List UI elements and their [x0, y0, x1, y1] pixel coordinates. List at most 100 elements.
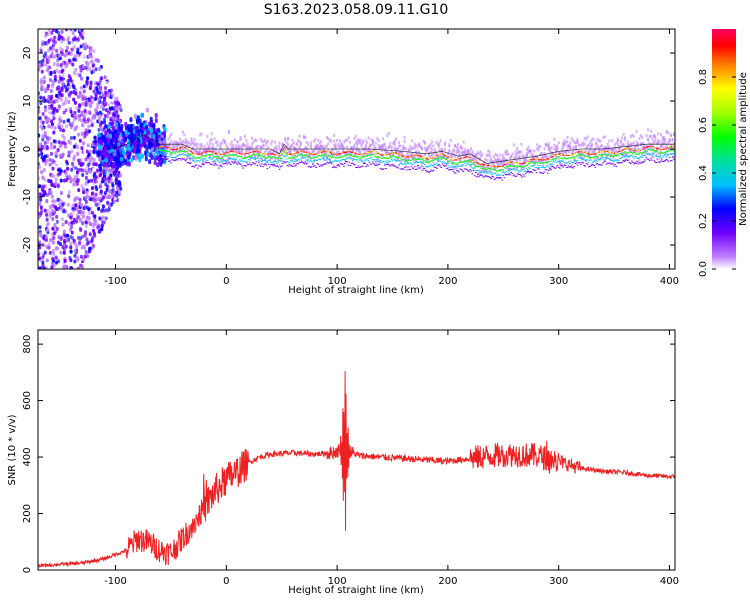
spectrogram-cell	[655, 153, 658, 157]
spectrogram-cell	[390, 154, 393, 158]
spectrogram-cell	[625, 145, 628, 149]
spectrogram-cell	[284, 138, 287, 142]
spectrogram-cell	[171, 157, 173, 159]
spectrogram-cell	[603, 135, 606, 139]
spectrogram-cell	[61, 152, 65, 157]
spectrogram-cell	[582, 143, 585, 147]
spectrogram-cell	[60, 86, 64, 91]
spectrogram-cell	[523, 175, 526, 177]
spectrogram-cell	[285, 147, 288, 151]
spectrogram-cell	[556, 146, 559, 150]
spectrogram-cell	[279, 148, 282, 152]
spectrogram-cell	[76, 47, 80, 52]
spectrogram-cell	[189, 142, 192, 146]
spectrogram-cell	[538, 167, 540, 169]
spectrogram-cell	[565, 163, 568, 165]
spectrogram-cell	[553, 143, 556, 147]
spectrogram-cell	[519, 165, 521, 167]
spectrogram-cell	[453, 165, 456, 167]
spectrogram-cell	[222, 138, 225, 142]
spectrogram-cell	[564, 158, 567, 160]
spectrogram-cell	[483, 172, 486, 174]
spectrogram-cell	[163, 150, 166, 152]
spectrogram-cell	[204, 148, 207, 152]
spectrogram-cell	[202, 152, 205, 156]
spectrogram-cell	[406, 169, 408, 171]
spectrogram-cell	[584, 159, 587, 161]
spectrogram-cell	[310, 166, 313, 168]
spectrogram-cell	[73, 154, 77, 159]
spectrogram-cell	[576, 154, 579, 156]
spectrogram-cell	[240, 160, 242, 162]
spectrogram-cell	[367, 136, 370, 140]
spectrogram-cell	[213, 156, 216, 158]
spectrogram-cell	[553, 167, 556, 169]
spectrogram-cell	[201, 158, 203, 160]
spectrogram-cell	[177, 143, 180, 147]
spectrogram-cell	[574, 160, 577, 162]
spectrogram-cell	[47, 245, 51, 250]
spectrogram-cell	[49, 145, 53, 150]
spectrogram-cell	[174, 144, 177, 148]
spectrogram-cell	[67, 190, 71, 195]
spectrogram-cell	[69, 234, 73, 239]
spectrogram-cell	[44, 33, 48, 38]
spectrogram-cell	[238, 163, 241, 165]
spectrogram-cell	[216, 155, 219, 157]
spectrogram-cell	[204, 161, 207, 163]
spectrogram-cell	[605, 153, 608, 155]
spectrogram-cell	[67, 139, 71, 144]
spectrogram-cell	[537, 148, 540, 152]
spectrogram-cell	[115, 194, 119, 199]
spectrogram-cell	[396, 156, 398, 158]
spectrogram-cell	[593, 158, 596, 162]
spectrogram-cell	[41, 235, 45, 240]
spectrogram-cell	[225, 149, 228, 153]
spectrogram-cell	[638, 152, 641, 154]
spectrogram-cell	[661, 135, 664, 139]
spectrogram-cell	[269, 164, 272, 166]
spectrogram-cell	[130, 157, 134, 163]
spectrogram-cell	[349, 153, 352, 155]
spectrogram-cell	[596, 160, 599, 162]
spectrogram-cell	[177, 154, 180, 156]
spectrogram-cell	[190, 154, 192, 156]
spectrogram-cell	[240, 163, 242, 165]
spectrogram-cell	[673, 150, 675, 152]
spectrogram-cell	[648, 134, 651, 138]
spectrogram-cell	[413, 158, 416, 162]
spectrogram-cell	[41, 134, 45, 139]
spectrogram-cell	[375, 164, 377, 166]
spectrogram-cell	[94, 143, 98, 148]
spectrogram-cell	[445, 162, 448, 166]
spectrogram-cell	[397, 157, 399, 159]
spectrogram-cell	[129, 117, 133, 123]
spectrogram-cell	[459, 146, 462, 150]
spectrogram-cell	[197, 153, 200, 155]
spectrogram-cell	[590, 142, 593, 146]
spectrogram-cell	[366, 149, 369, 153]
spectrogram-cell	[56, 99, 60, 104]
spectrogram-cell	[347, 164, 350, 166]
spectrogram-cell	[606, 157, 609, 159]
spectrogram-cell	[331, 148, 334, 152]
spectrogram-cell	[566, 162, 569, 164]
spectrogram-cell	[206, 162, 209, 164]
spectrogram-cell	[580, 157, 582, 159]
spectrogram-cell	[477, 170, 479, 172]
spectrogram-cell	[160, 134, 163, 138]
spectrogram-cell	[257, 162, 260, 164]
spectrogram-cell	[552, 156, 555, 160]
spectrogram-cell	[389, 165, 392, 167]
spectrogram-cell	[461, 161, 464, 163]
spectrogram-cell	[526, 155, 529, 159]
spectrogram-cell	[375, 159, 377, 161]
spectrogram-cell	[565, 166, 568, 168]
spectrogram-cell	[628, 143, 631, 147]
spectrogram-cell	[340, 159, 343, 161]
spectrogram-cell	[438, 148, 441, 152]
spectrogram-cell	[219, 144, 222, 148]
spectrogram-cell	[549, 154, 552, 158]
spectrogram-cell	[43, 154, 47, 159]
spectrogram-cell	[452, 152, 455, 156]
